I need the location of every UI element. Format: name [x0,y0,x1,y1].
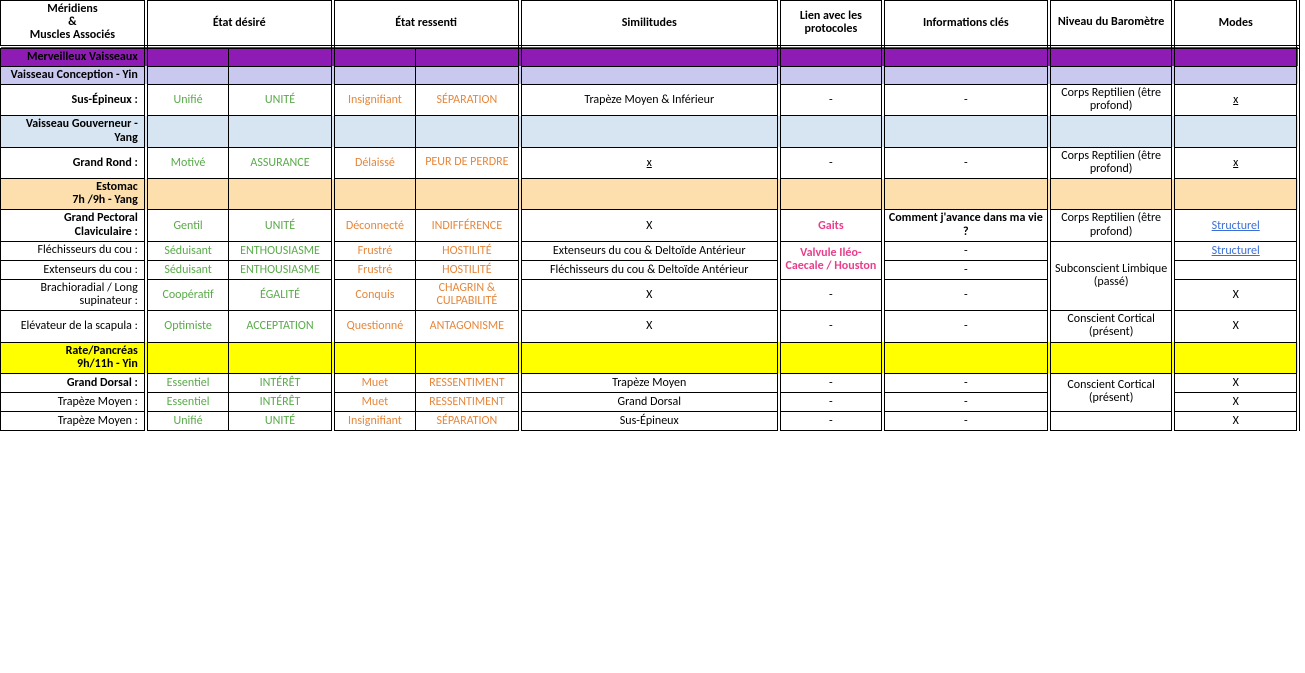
etat-desire-1: Unifié [146,84,229,115]
header-barometre: Niveau du Baromètre [1049,1,1174,47]
similitudes: Trapèze Moyen & Inférieur [520,84,779,115]
etat-ressenti-1: Insignifiant [333,84,416,115]
header-etat-desire: État désiré [146,1,333,47]
section-rate: Rate/Pancréas9h/11h - Yin [1,342,146,373]
table-row: Grand Rond : Motivé ASSURANCE Délaissé P… [1,147,1299,178]
table-row: Fléchisseurs du cou : Séduisant ENTHOUSI… [1,241,1299,260]
header-meridiens: Méridiens&Muscles Associés [1,1,146,47]
info: - [883,84,1049,115]
header-info: Informations clés [883,1,1049,47]
table-row: Grand Pectoral Claviculaire : Gentil UNI… [1,210,1299,241]
table-row: Grand Dorsal : Essentiel INTÉRÊT Muet RE… [1,373,1299,392]
section-gouverneur: Vaisseau Gouverneur - Yang [1,116,146,147]
table-row: Trapèze Moyen : Unifié UNITÉ Insignifian… [1,411,1299,430]
section-estomac: Estomac7h /9h - Yang [1,179,146,210]
table-row: Sus-Épineux : Unifié UNITÉ Insignifiant … [1,84,1299,115]
meridiens-table: Méridiens&Muscles Associés État désiré É… [0,0,1300,431]
section-merveilleux: Merveilleux Vaisseaux [1,47,146,67]
etat-ressenti-2: SÉPARATION [416,84,520,115]
mode: x [1173,84,1298,115]
header-lien: Lien avec les protocoles [779,1,883,47]
etat-desire-2: UNITÉ [229,84,333,115]
header-similitudes: Similitudes [520,1,779,47]
lien: - [779,84,883,115]
header-etat-ressenti: État ressenti [333,1,520,47]
barometre: Corps Reptilien (être profond) [1049,84,1174,115]
header-modes: Modes [1173,1,1298,47]
row-label: Grand Rond : [1,147,146,178]
table-row: Elévateur de la scapula : Optimiste ACCE… [1,311,1299,342]
section-conception: Vaisseau Conception - Yin [1,66,146,84]
row-label: Sus-Épineux : [1,84,146,115]
